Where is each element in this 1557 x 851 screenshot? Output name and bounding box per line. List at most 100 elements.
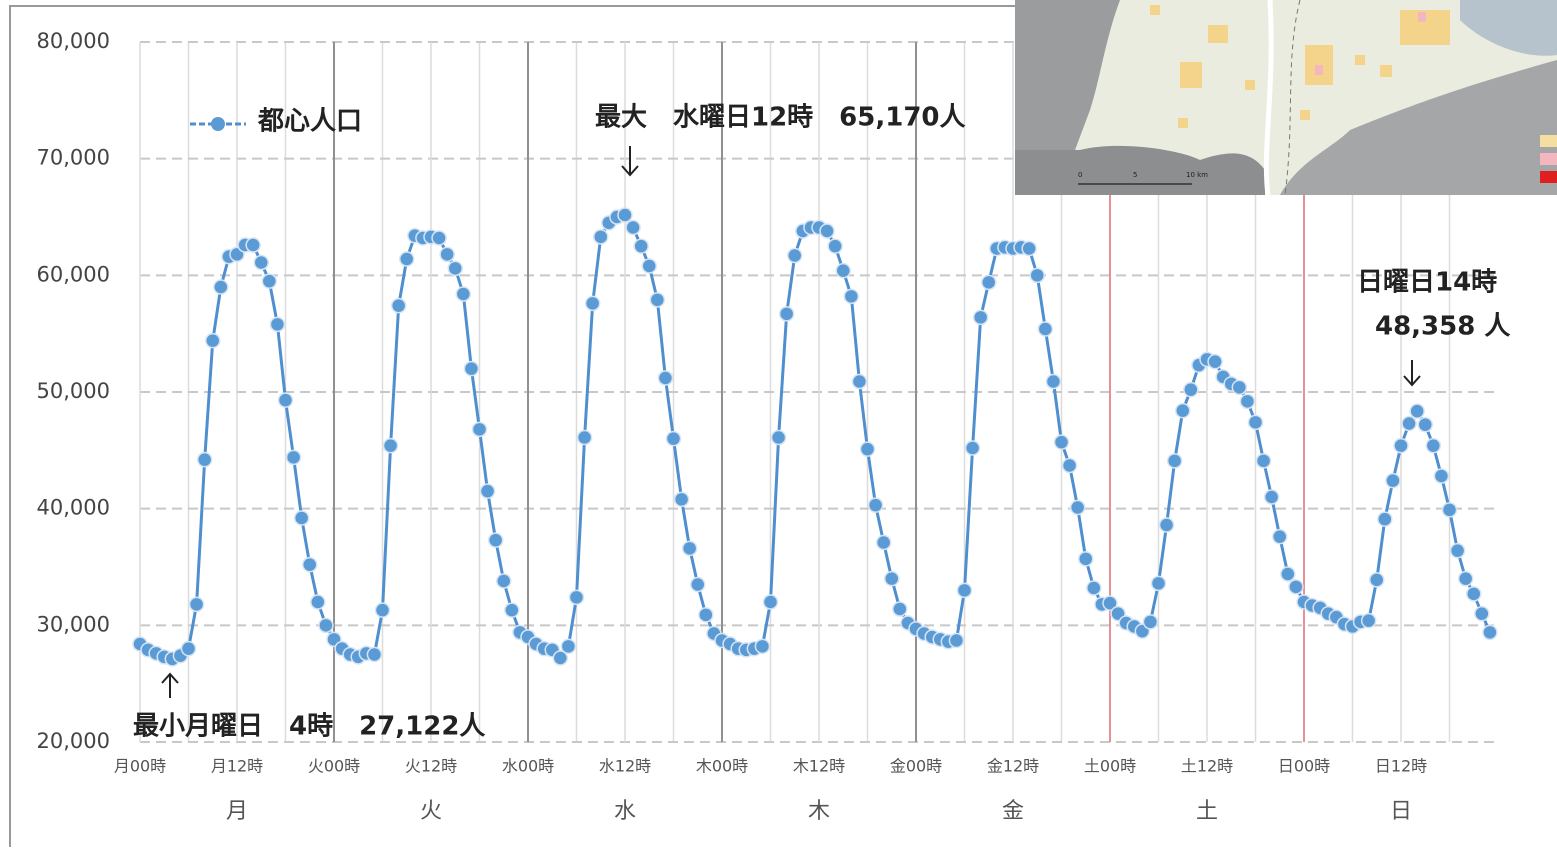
data-point bbox=[456, 287, 470, 301]
x-tick-label: 日00時 bbox=[1278, 757, 1330, 776]
data-point bbox=[1160, 518, 1174, 532]
data-point bbox=[1030, 268, 1044, 282]
data-point bbox=[1386, 474, 1400, 488]
data-point bbox=[755, 639, 769, 653]
data-point bbox=[254, 256, 268, 270]
data-point bbox=[1087, 581, 1101, 595]
data-point bbox=[1240, 394, 1254, 408]
data-point bbox=[440, 247, 454, 261]
data-point bbox=[1459, 572, 1473, 586]
data-point bbox=[578, 431, 592, 445]
annotation: 最小月曜日 4時 27,122人 bbox=[133, 712, 485, 742]
data-point bbox=[658, 371, 672, 385]
data-point bbox=[1467, 587, 1481, 601]
legend-label: 都心人口 bbox=[257, 107, 362, 137]
data-point bbox=[691, 578, 705, 592]
screenshot: 20,00030,00040,00050,00060,00070,00080,0… bbox=[0, 0, 1557, 847]
day-label: 火 bbox=[420, 799, 442, 824]
annotation: 日曜日14時 bbox=[1357, 268, 1497, 298]
map-scale-label: 5 bbox=[1133, 171, 1137, 179]
data-point bbox=[1055, 435, 1069, 449]
data-point bbox=[1249, 415, 1263, 429]
data-point bbox=[376, 603, 390, 617]
annotation-arrow bbox=[162, 674, 178, 698]
data-point bbox=[885, 572, 899, 586]
data-point bbox=[497, 574, 511, 588]
data-point bbox=[877, 536, 891, 550]
data-point bbox=[893, 602, 907, 616]
data-point bbox=[869, 498, 883, 512]
x-tick-label: 金00時 bbox=[890, 757, 942, 776]
data-point bbox=[1079, 552, 1093, 566]
y-tick-label: 60,000 bbox=[37, 262, 110, 286]
data-point bbox=[1434, 469, 1448, 483]
data-point bbox=[836, 264, 850, 278]
data-point bbox=[367, 648, 381, 662]
map-scale-label: 10 km bbox=[1186, 171, 1208, 179]
legend-marker bbox=[211, 117, 225, 131]
data-point bbox=[650, 293, 664, 307]
data-point bbox=[295, 511, 309, 525]
data-point bbox=[1022, 242, 1036, 256]
data-point bbox=[772, 431, 786, 445]
x-tick-label: 月00時 bbox=[114, 757, 166, 776]
data-point bbox=[1071, 501, 1085, 515]
data-point bbox=[1402, 417, 1416, 431]
data-point bbox=[699, 608, 713, 622]
data-point bbox=[489, 533, 503, 547]
data-point bbox=[319, 618, 333, 632]
data-point bbox=[182, 642, 196, 656]
day-label: 水 bbox=[614, 799, 636, 824]
x-tick-label: 水00時 bbox=[502, 757, 554, 776]
data-point bbox=[1063, 459, 1077, 473]
data-point bbox=[642, 259, 656, 273]
day-label: 金 bbox=[1002, 799, 1024, 824]
data-point bbox=[667, 432, 681, 446]
data-point bbox=[262, 274, 276, 288]
data-point bbox=[190, 597, 204, 611]
y-tick-label: 30,000 bbox=[37, 612, 110, 636]
data-point bbox=[982, 275, 996, 289]
data-point bbox=[1176, 404, 1190, 418]
data-point bbox=[1418, 418, 1432, 432]
data-point bbox=[780, 307, 794, 321]
data-point bbox=[246, 238, 260, 252]
data-point bbox=[1257, 454, 1271, 468]
data-point bbox=[311, 595, 325, 609]
data-point bbox=[1362, 614, 1376, 628]
data-point bbox=[1184, 383, 1198, 397]
data-point bbox=[1232, 380, 1246, 394]
data-point bbox=[392, 299, 406, 313]
data-point bbox=[1143, 615, 1157, 629]
x-tick-label: 火12時 bbox=[405, 757, 457, 776]
data-point bbox=[270, 317, 284, 331]
data-point bbox=[844, 289, 858, 303]
data-point bbox=[570, 590, 584, 604]
data-point bbox=[764, 595, 778, 609]
data-point bbox=[1483, 625, 1497, 639]
data-point bbox=[1394, 439, 1408, 453]
data-point bbox=[949, 634, 963, 648]
y-tick-label: 70,000 bbox=[37, 146, 110, 170]
annotation: 最大 水曜日12時 65,170人 bbox=[595, 103, 966, 133]
data-point bbox=[852, 375, 866, 389]
annotation-arrow bbox=[1404, 360, 1420, 385]
y-tick-label: 80,000 bbox=[37, 29, 110, 53]
data-point bbox=[1378, 512, 1392, 526]
data-point bbox=[505, 603, 519, 617]
data-point bbox=[1289, 580, 1303, 594]
series-line bbox=[140, 215, 1490, 659]
data-point bbox=[279, 393, 293, 407]
data-point bbox=[287, 450, 301, 464]
x-tick-label: 木12時 bbox=[793, 757, 845, 776]
data-point bbox=[1370, 573, 1384, 587]
data-point bbox=[1208, 355, 1222, 369]
data-point bbox=[828, 239, 842, 253]
data-point bbox=[1046, 375, 1060, 389]
data-point bbox=[198, 453, 212, 467]
data-point bbox=[400, 252, 414, 266]
data-point bbox=[974, 310, 988, 324]
data-point bbox=[1281, 567, 1295, 581]
x-tick-label: 木00時 bbox=[696, 757, 748, 776]
x-tick-label: 日12時 bbox=[1375, 757, 1427, 776]
